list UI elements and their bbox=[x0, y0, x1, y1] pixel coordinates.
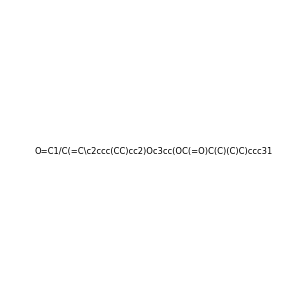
Text: O=C1/C(=C\c2ccc(CC)cc2)Oc3cc(OC(=O)C(C)(C)C)ccc31: O=C1/C(=C\c2ccc(CC)cc2)Oc3cc(OC(=O)C(C)(… bbox=[34, 147, 273, 156]
